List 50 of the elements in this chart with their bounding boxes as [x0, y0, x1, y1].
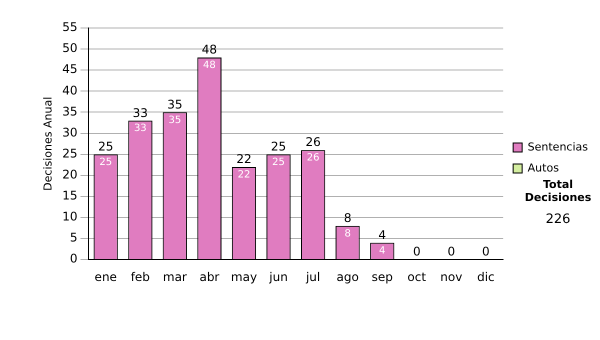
data-label: 48 [203, 60, 216, 72]
x-tick-label: ene [94, 270, 117, 284]
y-tick-label: 50 [62, 41, 78, 56]
x-tick-label: may [230, 270, 258, 284]
total-label: 48 [202, 42, 218, 57]
total-label: 4 [378, 228, 386, 242]
x-tick-label: ago [336, 270, 359, 284]
y-tick-label: 15 [62, 188, 78, 203]
total-label: 22 [236, 152, 252, 166]
y-tick-label: 25 [62, 146, 78, 160]
x-tick-label: jul [304, 270, 320, 284]
text: 226 [544, 212, 572, 227]
data-label: 25 [99, 156, 112, 168]
total-label: 0 [482, 244, 490, 259]
data-label: 22 [238, 170, 250, 181]
y-tick-label: 40 [62, 83, 78, 98]
total-label: 25 [98, 139, 114, 154]
total-label: 25 [270, 139, 286, 154]
y-tick-label: 20 [62, 168, 78, 182]
total-label: 0 [412, 244, 421, 259]
text: Total Decisiones [524, 178, 592, 204]
x-tick-label: abr [199, 270, 220, 284]
data-label: 35 [168, 114, 182, 126]
x-tick-label: nov [440, 270, 462, 284]
total-label: 35 [167, 97, 182, 112]
y-tick-label: 45 [62, 62, 78, 76]
data-label: 8 [344, 228, 351, 240]
data-label: 33 [134, 123, 147, 134]
y-tick-label: 5 [70, 230, 78, 245]
x-tick-label: sep [372, 270, 393, 284]
total-label: 0 [447, 244, 456, 259]
total-label: 33 [132, 106, 148, 120]
y-axis-title: Decisiones Anual [41, 96, 54, 191]
data-label: 25 [272, 156, 285, 168]
data-label: 26 [306, 152, 320, 164]
x-tick-label: jun [268, 270, 288, 284]
legend-label: Autos [528, 161, 560, 174]
x-tick-label: dic [477, 270, 495, 284]
y-tick-label: 0 [70, 252, 78, 266]
y-tick-label: 10 [62, 210, 78, 224]
total-label: 26 [305, 135, 321, 150]
legend-label: Sentencias [528, 140, 588, 154]
y-tick-label: 35 [62, 104, 78, 118]
y-tick-label: 55 [62, 20, 78, 34]
x-tick-label: oct [407, 270, 426, 284]
x-tick-label: feb [130, 270, 150, 284]
data-label: 4 [379, 245, 386, 256]
y-tick-label: 30 [62, 125, 78, 140]
x-tick-label: mar [162, 270, 187, 284]
total-label: 8 [344, 211, 352, 226]
